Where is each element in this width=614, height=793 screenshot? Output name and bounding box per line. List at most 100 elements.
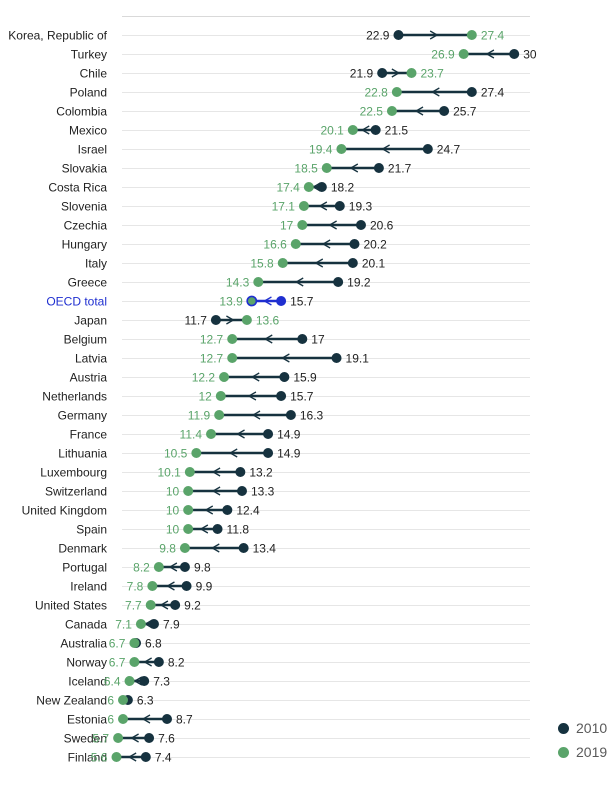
row-label-korea-republic-of: Korea, Republic of [8, 29, 107, 43]
dot-2010-hungary [349, 239, 360, 249]
dot-2010-austria [279, 372, 290, 382]
row-label-poland: Poland [70, 86, 107, 100]
dot-2010-turkey [509, 49, 520, 59]
dot-2019-sweden [113, 733, 124, 743]
value-label-2010-new-zealand: 6.3 [137, 694, 154, 708]
change-arrow-netherlands [247, 391, 257, 401]
change-arrow-slovakia [349, 163, 359, 173]
change-arrow-lithuania [228, 448, 238, 458]
value-label-2010-austria: 15.9 [293, 371, 317, 385]
row-label-greece: Greece [68, 276, 108, 290]
value-label-2010-japan: 11.7 [184, 314, 207, 328]
value-label-2019-germany: 11.9 [188, 409, 211, 423]
value-label-2010-spain: 11.8 [227, 523, 250, 537]
value-label-2019-japan: 13.6 [256, 314, 280, 328]
dot-2019-hungary [290, 239, 301, 249]
dot-2010-estonia [162, 714, 173, 724]
value-label-2010-chile: 21.9 [350, 67, 374, 81]
change-arrow-germany [251, 410, 261, 420]
legend-swatch-2010 [558, 722, 569, 734]
value-label-2019-oecd-total: 13.9 [219, 295, 243, 309]
dot-2019-czechia [297, 220, 308, 230]
change-arrow-japan [226, 315, 235, 325]
value-label-2010-korea-republic-of: 22.9 [366, 29, 390, 43]
dot-2019-colombia [386, 106, 397, 116]
row-label-switzerland: Switzerland [45, 485, 107, 499]
change-arrow-israel [381, 144, 390, 154]
value-label-2019-finland: 5.6 [91, 751, 108, 765]
legend-item-2019[interactable]: 2019 [558, 740, 607, 764]
value-label-2010-france: 14.9 [277, 428, 301, 442]
dot-2019-united-kingdom [183, 505, 194, 515]
value-label-2019-australia: 6.7 [109, 637, 126, 651]
value-label-2010-finland: 7.4 [155, 751, 172, 765]
dot-2019-australia [129, 638, 140, 648]
row-label-netherlands: Netherlands [42, 390, 107, 404]
dot-2010-france [263, 429, 274, 439]
row-label-australia: Australia [60, 637, 107, 651]
value-label-2010-israel: 24.7 [437, 143, 461, 157]
dot-2019-costa-rica [303, 182, 314, 192]
row-label-new-zealand: New Zealand [36, 694, 107, 708]
change-arrow-norway [143, 657, 152, 667]
row-label-luxembourg: Luxembourg [40, 466, 107, 480]
dot-2010-lithuania [263, 448, 274, 458]
row-label-slovakia: Slovakia [62, 162, 108, 176]
value-label-2019-spain: 10 [166, 523, 180, 537]
change-arrow-turkey [485, 49, 495, 59]
dot-2010-denmark [238, 543, 249, 553]
row-label-ireland: Ireland [70, 580, 107, 594]
value-label-2019-ireland: 7.8 [127, 580, 144, 594]
row-label-finland: Finland [68, 751, 107, 765]
value-label-2010-iceland: 7.3 [153, 675, 170, 689]
change-arrow-slovenia [318, 201, 328, 211]
dot-2010-israel [422, 144, 433, 154]
value-label-2019-poland: 22.8 [364, 86, 388, 100]
dot-2010-spain [212, 524, 223, 534]
row-label-denmark: Denmark [58, 542, 108, 556]
value-label-2019-austria: 12.2 [192, 371, 216, 385]
dot-2019-canada [135, 619, 146, 629]
change-arrow-france [236, 429, 245, 439]
value-label-2010-turkey: 30 [523, 48, 537, 62]
value-label-2010-switzerland: 13.3 [251, 485, 275, 499]
value-label-2019-portugal: 8.2 [133, 561, 150, 575]
value-label-2010-ireland: 9.9 [196, 580, 213, 594]
value-label-2019-denmark: 9.8 [159, 542, 176, 556]
legend-item-2010[interactable]: 2010 [558, 716, 607, 740]
change-arrow-chile [391, 68, 401, 78]
row-label-portugal: Portugal [62, 561, 107, 575]
dot-2019-new-zealand [118, 695, 128, 705]
change-arrow-ireland [166, 581, 175, 591]
change-arrow-denmark [210, 543, 220, 553]
dot-2010-costa-rica [316, 182, 327, 192]
value-label-2010-slovakia: 21.7 [388, 162, 412, 176]
dot-2019-latvia [227, 353, 238, 363]
value-label-2019-israel: 19.4 [309, 143, 333, 157]
row-labels: Korea, Republic of Turkey Chile Poland Colom… [8, 29, 108, 765]
dot-2010-sweden [144, 733, 155, 743]
row-label-israel: Israel [78, 143, 107, 157]
legend-label-2010: 2010 [576, 720, 608, 736]
dot-2019-switzerland [183, 486, 194, 496]
change-arrow-colombia [414, 106, 424, 116]
dot-2019-denmark [179, 543, 190, 553]
dot-2010-greece [333, 277, 344, 287]
value-label-2010-belgium: 17 [311, 333, 325, 347]
row-label-united-kingdom: United Kingdom [22, 504, 107, 518]
change-arrow-korea-republic-of [429, 30, 439, 40]
row-label-turkey: Turkey [71, 48, 107, 62]
value-label-2010-oecd-total: 15.7 [290, 295, 314, 309]
value-label-2010-canada: 7.9 [163, 618, 180, 632]
dot-2019-oecd-total [246, 295, 258, 307]
dot-2010-oecd-total [276, 296, 287, 306]
change-arrow-latvia [281, 353, 290, 363]
value-label-2019-slovakia: 18.5 [294, 162, 318, 176]
value-label-2010-germany: 16.3 [300, 409, 324, 423]
change-arrow-oecd-total [263, 296, 272, 306]
value-label-2019-switzerland: 10 [166, 485, 180, 499]
dot-2010-slovakia [373, 163, 384, 173]
dot-2019-slovakia [321, 163, 332, 173]
change-arrow-iceland [133, 676, 143, 686]
